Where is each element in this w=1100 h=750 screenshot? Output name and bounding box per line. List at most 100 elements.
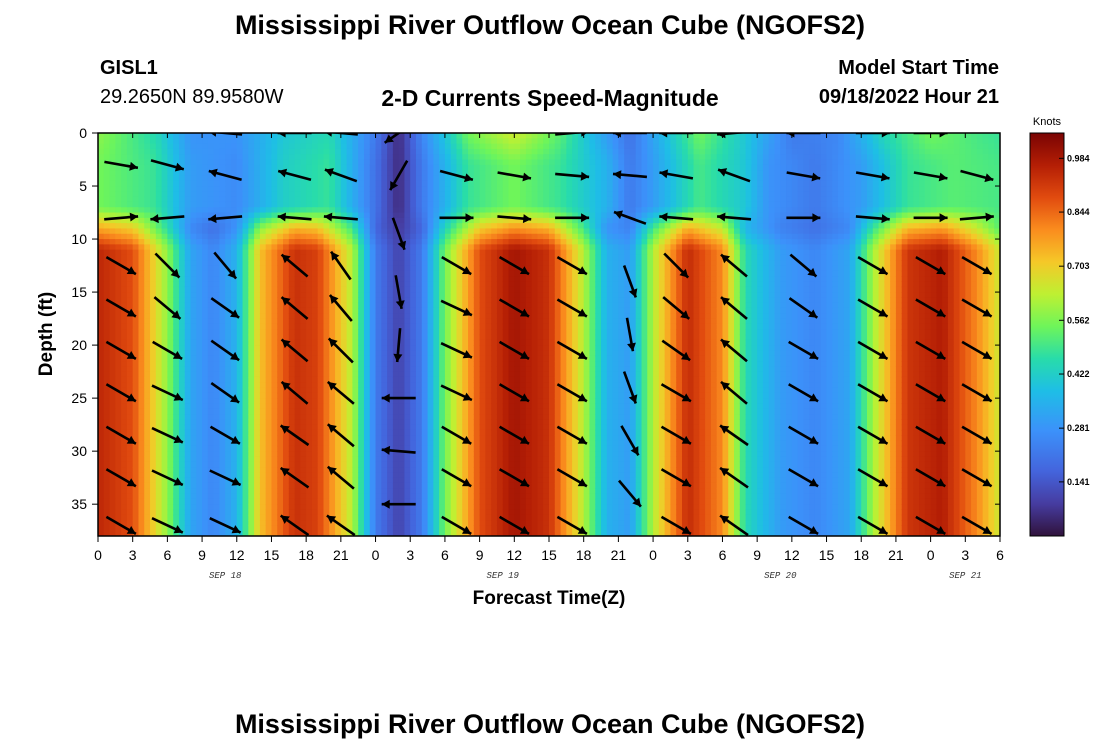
heatmap-cell <box>190 260 197 267</box>
heatmap-cell <box>450 498 458 505</box>
heatmap-cell <box>416 286 423 293</box>
heatmap-cell <box>126 509 134 516</box>
heatmap-cell <box>248 424 255 431</box>
heatmap-cell <box>265 493 273 500</box>
heatmap-cell <box>288 133 296 139</box>
heatmap-cell <box>271 429 278 436</box>
heatmap-cell <box>254 217 261 224</box>
heatmap-cell <box>421 472 429 479</box>
heatmap-cell <box>248 429 255 436</box>
heatmap-cell <box>207 361 215 367</box>
heatmap-cell <box>398 307 406 314</box>
heatmap-cell <box>335 207 342 214</box>
heatmap-cell <box>207 509 215 516</box>
heatmap-cell <box>271 281 278 288</box>
heatmap-cell <box>439 414 446 420</box>
heatmap-cell <box>184 366 192 373</box>
heatmap-cell <box>369 509 377 516</box>
heatmap-cell <box>346 286 354 293</box>
heatmap-cell <box>410 451 417 458</box>
heatmap-cell <box>387 313 394 320</box>
heatmap-cell <box>387 217 394 224</box>
heatmap-cell <box>381 313 388 320</box>
heatmap-cell <box>225 424 232 431</box>
heatmap-cell <box>207 133 215 139</box>
heatmap-cell <box>352 201 359 208</box>
heatmap-cell <box>306 392 313 399</box>
heatmap-cell <box>109 318 116 325</box>
heatmap-cell <box>352 334 359 341</box>
heatmap-cell <box>144 260 151 267</box>
heatmap-cell <box>271 355 278 362</box>
heatmap-cell <box>410 345 417 352</box>
heatmap-cell <box>213 307 221 314</box>
heatmap-cell <box>150 201 157 208</box>
heatmap-cell <box>306 138 313 145</box>
heatmap-cell <box>126 233 134 240</box>
heatmap-cell <box>456 355 463 362</box>
heatmap-cell <box>265 143 273 150</box>
heatmap-cell <box>277 355 284 362</box>
heatmap-cell <box>173 376 180 383</box>
heatmap-cell <box>433 339 440 346</box>
heatmap-cell <box>450 154 458 161</box>
heatmap-cell <box>202 212 209 219</box>
heatmap-cell <box>121 376 128 383</box>
heatmap-cell <box>329 286 336 293</box>
heatmap-cell <box>115 313 122 320</box>
heatmap-cell <box>433 520 440 526</box>
heatmap-cell <box>254 461 261 468</box>
heatmap-cell <box>329 520 336 526</box>
heatmap-cell <box>225 472 232 479</box>
heatmap-cell <box>375 392 382 399</box>
heatmap-cell <box>306 254 313 261</box>
heatmap-cell <box>398 133 406 139</box>
heatmap-cell <box>421 424 429 431</box>
heatmap-cell <box>317 170 325 177</box>
heatmap-cell <box>225 175 232 182</box>
heatmap-cell <box>242 371 249 378</box>
heatmap-cell <box>346 498 354 505</box>
heatmap-cell <box>375 191 382 198</box>
heatmap-cell <box>167 223 174 230</box>
heatmap-cell <box>416 260 423 267</box>
heatmap-cell <box>184 488 192 495</box>
heatmap-cell <box>427 170 434 177</box>
heatmap-cell <box>98 482 105 489</box>
heatmap-cell <box>283 403 290 410</box>
heatmap-cell <box>277 307 284 314</box>
heatmap-cell <box>323 329 330 336</box>
heatmap-cell <box>271 467 278 473</box>
heatmap-cell <box>115 281 122 288</box>
heatmap-cell <box>294 270 301 277</box>
heatmap-cell <box>178 265 186 272</box>
heatmap-cell <box>207 276 215 283</box>
heatmap-cell <box>468 292 475 298</box>
heatmap-cell <box>352 254 359 261</box>
heatmap-cell <box>155 307 163 314</box>
heatmap-cell <box>387 392 394 399</box>
heatmap-cell <box>462 461 469 468</box>
heatmap-cell <box>363 180 371 187</box>
heatmap-cell <box>456 318 463 325</box>
heatmap-cell <box>138 297 145 304</box>
heatmap-cell <box>311 408 319 415</box>
heatmap-cell <box>103 493 111 500</box>
heatmap-cell <box>265 265 273 272</box>
heatmap-cell <box>98 318 105 325</box>
heatmap-cell <box>121 276 128 283</box>
heatmap-cell <box>433 148 440 155</box>
heatmap-cell <box>433 419 440 426</box>
heatmap-cell <box>433 302 440 309</box>
heatmap-cell <box>219 504 226 511</box>
heatmap-cell <box>363 154 371 161</box>
heatmap-cell <box>155 201 163 208</box>
heatmap-cell <box>456 249 463 256</box>
heatmap-cell <box>132 228 140 235</box>
heatmap-cell <box>259 297 267 304</box>
heatmap-cell <box>439 323 446 330</box>
heatmap-cell <box>207 254 215 261</box>
heatmap-cell <box>144 350 151 357</box>
heatmap-cell <box>363 292 371 298</box>
heatmap-cell <box>248 530 255 536</box>
